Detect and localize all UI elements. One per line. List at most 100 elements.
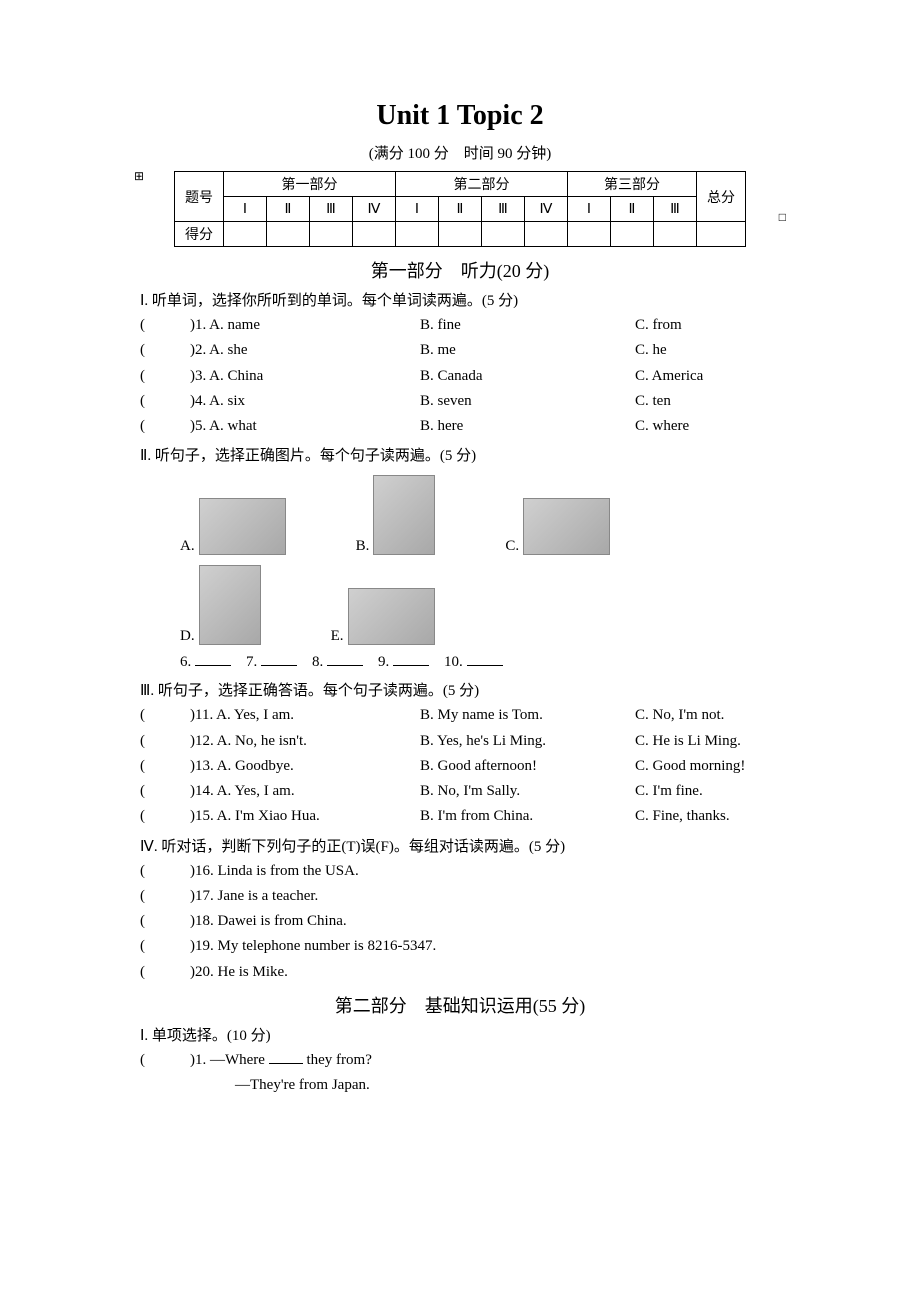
img-label-b: B. <box>356 538 370 555</box>
option-c: C. He is Li Ming. <box>635 730 780 753</box>
cell: Ⅱ <box>611 197 654 222</box>
q-text-post: they from? <box>303 1052 372 1068</box>
question-row: ( )16. Linda is from the USA. <box>140 860 780 883</box>
answer-paren[interactable]: ( <box>140 885 190 908</box>
statement-text: )19. My telephone number is 8216-5347. <box>190 935 780 958</box>
header-part1: 第一部分 <box>224 172 396 197</box>
section2-instruction: Ⅱ. 听句子，选择正确图片。每个句子读两遍。(5 分) <box>140 444 780 465</box>
option-c: C. where <box>635 415 780 438</box>
question-row: ( )1. A. nameB. fineC. from <box>140 314 780 337</box>
answer-paren[interactable]: ( <box>140 365 190 388</box>
blank-num: 10. <box>444 654 463 670</box>
table-handle-right: □ <box>779 210 786 225</box>
cell: Ⅲ <box>310 197 353 222</box>
answer-paren[interactable]: ( <box>140 339 190 362</box>
table-handle-left: ⊞ <box>134 169 144 184</box>
answer-paren[interactable]: ( <box>140 780 190 803</box>
answer-paren[interactable]: ( <box>140 755 190 778</box>
header-defen: 得分 <box>175 222 224 247</box>
option-b: B. Good afternoon! <box>420 755 635 778</box>
option-c: C. No, I'm not. <box>635 704 780 727</box>
question-row: ( )20. He is Mike. <box>140 961 780 984</box>
answer-paren[interactable]: ( <box>140 730 190 753</box>
score-cell[interactable] <box>697 222 746 247</box>
option-a: )14. A. Yes, I am. <box>190 780 420 803</box>
cell: Ⅰ <box>224 197 267 222</box>
answer-paren[interactable]: ( <box>140 314 190 337</box>
q-text-pre: )1. —Where <box>190 1052 269 1068</box>
statement-text: )18. Dawei is from China. <box>190 910 780 933</box>
question-row: ( )4. A. sixB. sevenC. ten <box>140 390 780 413</box>
answer-paren[interactable]: ( <box>140 390 190 413</box>
option-b: B. Yes, he's Li Ming. <box>420 730 635 753</box>
section3-instruction: Ⅲ. 听句子，选择正确答语。每个句子读两遍。(5 分) <box>140 679 780 700</box>
question-row: ( )2. A. sheB. meC. he <box>140 339 780 362</box>
answer-blank[interactable] <box>195 651 231 666</box>
answer-blank[interactable] <box>393 651 429 666</box>
img-label-e: E. <box>331 628 344 645</box>
option-a: )15. A. I'm Xiao Hua. <box>190 805 420 828</box>
img-label-d: D. <box>180 628 195 645</box>
option-a: )1. A. name <box>190 314 420 337</box>
answer-blank[interactable] <box>467 651 503 666</box>
score-cell[interactable] <box>568 222 611 247</box>
score-cell[interactable] <box>439 222 482 247</box>
option-c: C. he <box>635 339 780 362</box>
fill-blank[interactable] <box>269 1051 303 1064</box>
score-cell[interactable] <box>611 222 654 247</box>
section4-instruction: Ⅳ. 听对话，判断下列句子的正(T)误(F)。每组对话读两遍。(5 分) <box>140 835 780 856</box>
option-b: B. here <box>420 415 635 438</box>
answer-paren[interactable]: ( <box>140 805 190 828</box>
score-cell[interactable] <box>482 222 525 247</box>
page-title: Unit 1 Topic 2 <box>140 100 780 132</box>
score-cell[interactable] <box>310 222 353 247</box>
blank-num: 9. <box>378 654 389 670</box>
question-row: ( )12. A. No, he isn't.B. Yes, he's Li M… <box>140 730 780 753</box>
question-row: ( )1. —Where they from? <box>140 1049 780 1072</box>
score-cell[interactable] <box>224 222 267 247</box>
statement-text: )20. He is Mike. <box>190 961 780 984</box>
answer-paren[interactable]: ( <box>140 1049 190 1072</box>
question-row: ( )13. A. Goodbye.B. Good afternoon!C. G… <box>140 755 780 778</box>
question-text: )1. —Where they from? <box>190 1049 780 1072</box>
option-b: B. me <box>420 339 635 362</box>
option-c: C. from <box>635 314 780 337</box>
option-image-d <box>199 565 261 645</box>
option-b: B. No, I'm Sally. <box>420 780 635 803</box>
score-cell[interactable] <box>396 222 439 247</box>
option-b: B. I'm from China. <box>420 805 635 828</box>
image-options-row1: A. B. C. <box>180 475 780 555</box>
answer-paren[interactable]: ( <box>140 961 190 984</box>
option-a: )3. A. China <box>190 365 420 388</box>
question-row: ( )15. A. I'm Xiao Hua.B. I'm from China… <box>140 805 780 828</box>
option-image-b <box>373 475 435 555</box>
answer-blank[interactable] <box>327 651 363 666</box>
score-table: 题号 第一部分 第二部分 第三部分 总分 Ⅰ Ⅱ Ⅲ Ⅳ Ⅰ Ⅱ Ⅲ Ⅳ Ⅰ Ⅱ… <box>174 171 746 247</box>
part1-title: 第一部分 听力(20 分) <box>140 257 780 283</box>
score-cell[interactable] <box>353 222 396 247</box>
section1-instruction: Ⅰ. 听单词，选择你所听到的单词。每个单词读两遍。(5 分) <box>140 289 780 310</box>
blank-num: 6. <box>180 654 191 670</box>
answer-paren[interactable]: ( <box>140 415 190 438</box>
option-b: B. fine <box>420 314 635 337</box>
blank-num: 8. <box>312 654 323 670</box>
option-image-a <box>199 498 286 555</box>
option-b: B. My name is Tom. <box>420 704 635 727</box>
question-row: ( )14. A. Yes, I am.B. No, I'm Sally.C. … <box>140 780 780 803</box>
answer-blank[interactable] <box>261 651 297 666</box>
question-row: ( )5. A. whatB. hereC. where <box>140 415 780 438</box>
score-cell[interactable] <box>654 222 697 247</box>
question-row: ( )17. Jane is a teacher. <box>140 885 780 908</box>
score-cell[interactable] <box>267 222 310 247</box>
statement-text: )16. Linda is from the USA. <box>190 860 780 883</box>
answer-paren[interactable]: ( <box>140 860 190 883</box>
option-b: B. Canada <box>420 365 635 388</box>
answer-paren[interactable]: ( <box>140 910 190 933</box>
answer-paren[interactable]: ( <box>140 704 190 727</box>
option-a: )13. A. Goodbye. <box>190 755 420 778</box>
score-cell[interactable] <box>525 222 568 247</box>
option-c: C. Fine, thanks. <box>635 805 780 828</box>
answer-line: —They're from Japan. <box>235 1074 780 1097</box>
answer-paren[interactable]: ( <box>140 935 190 958</box>
option-a: )12. A. No, he isn't. <box>190 730 420 753</box>
